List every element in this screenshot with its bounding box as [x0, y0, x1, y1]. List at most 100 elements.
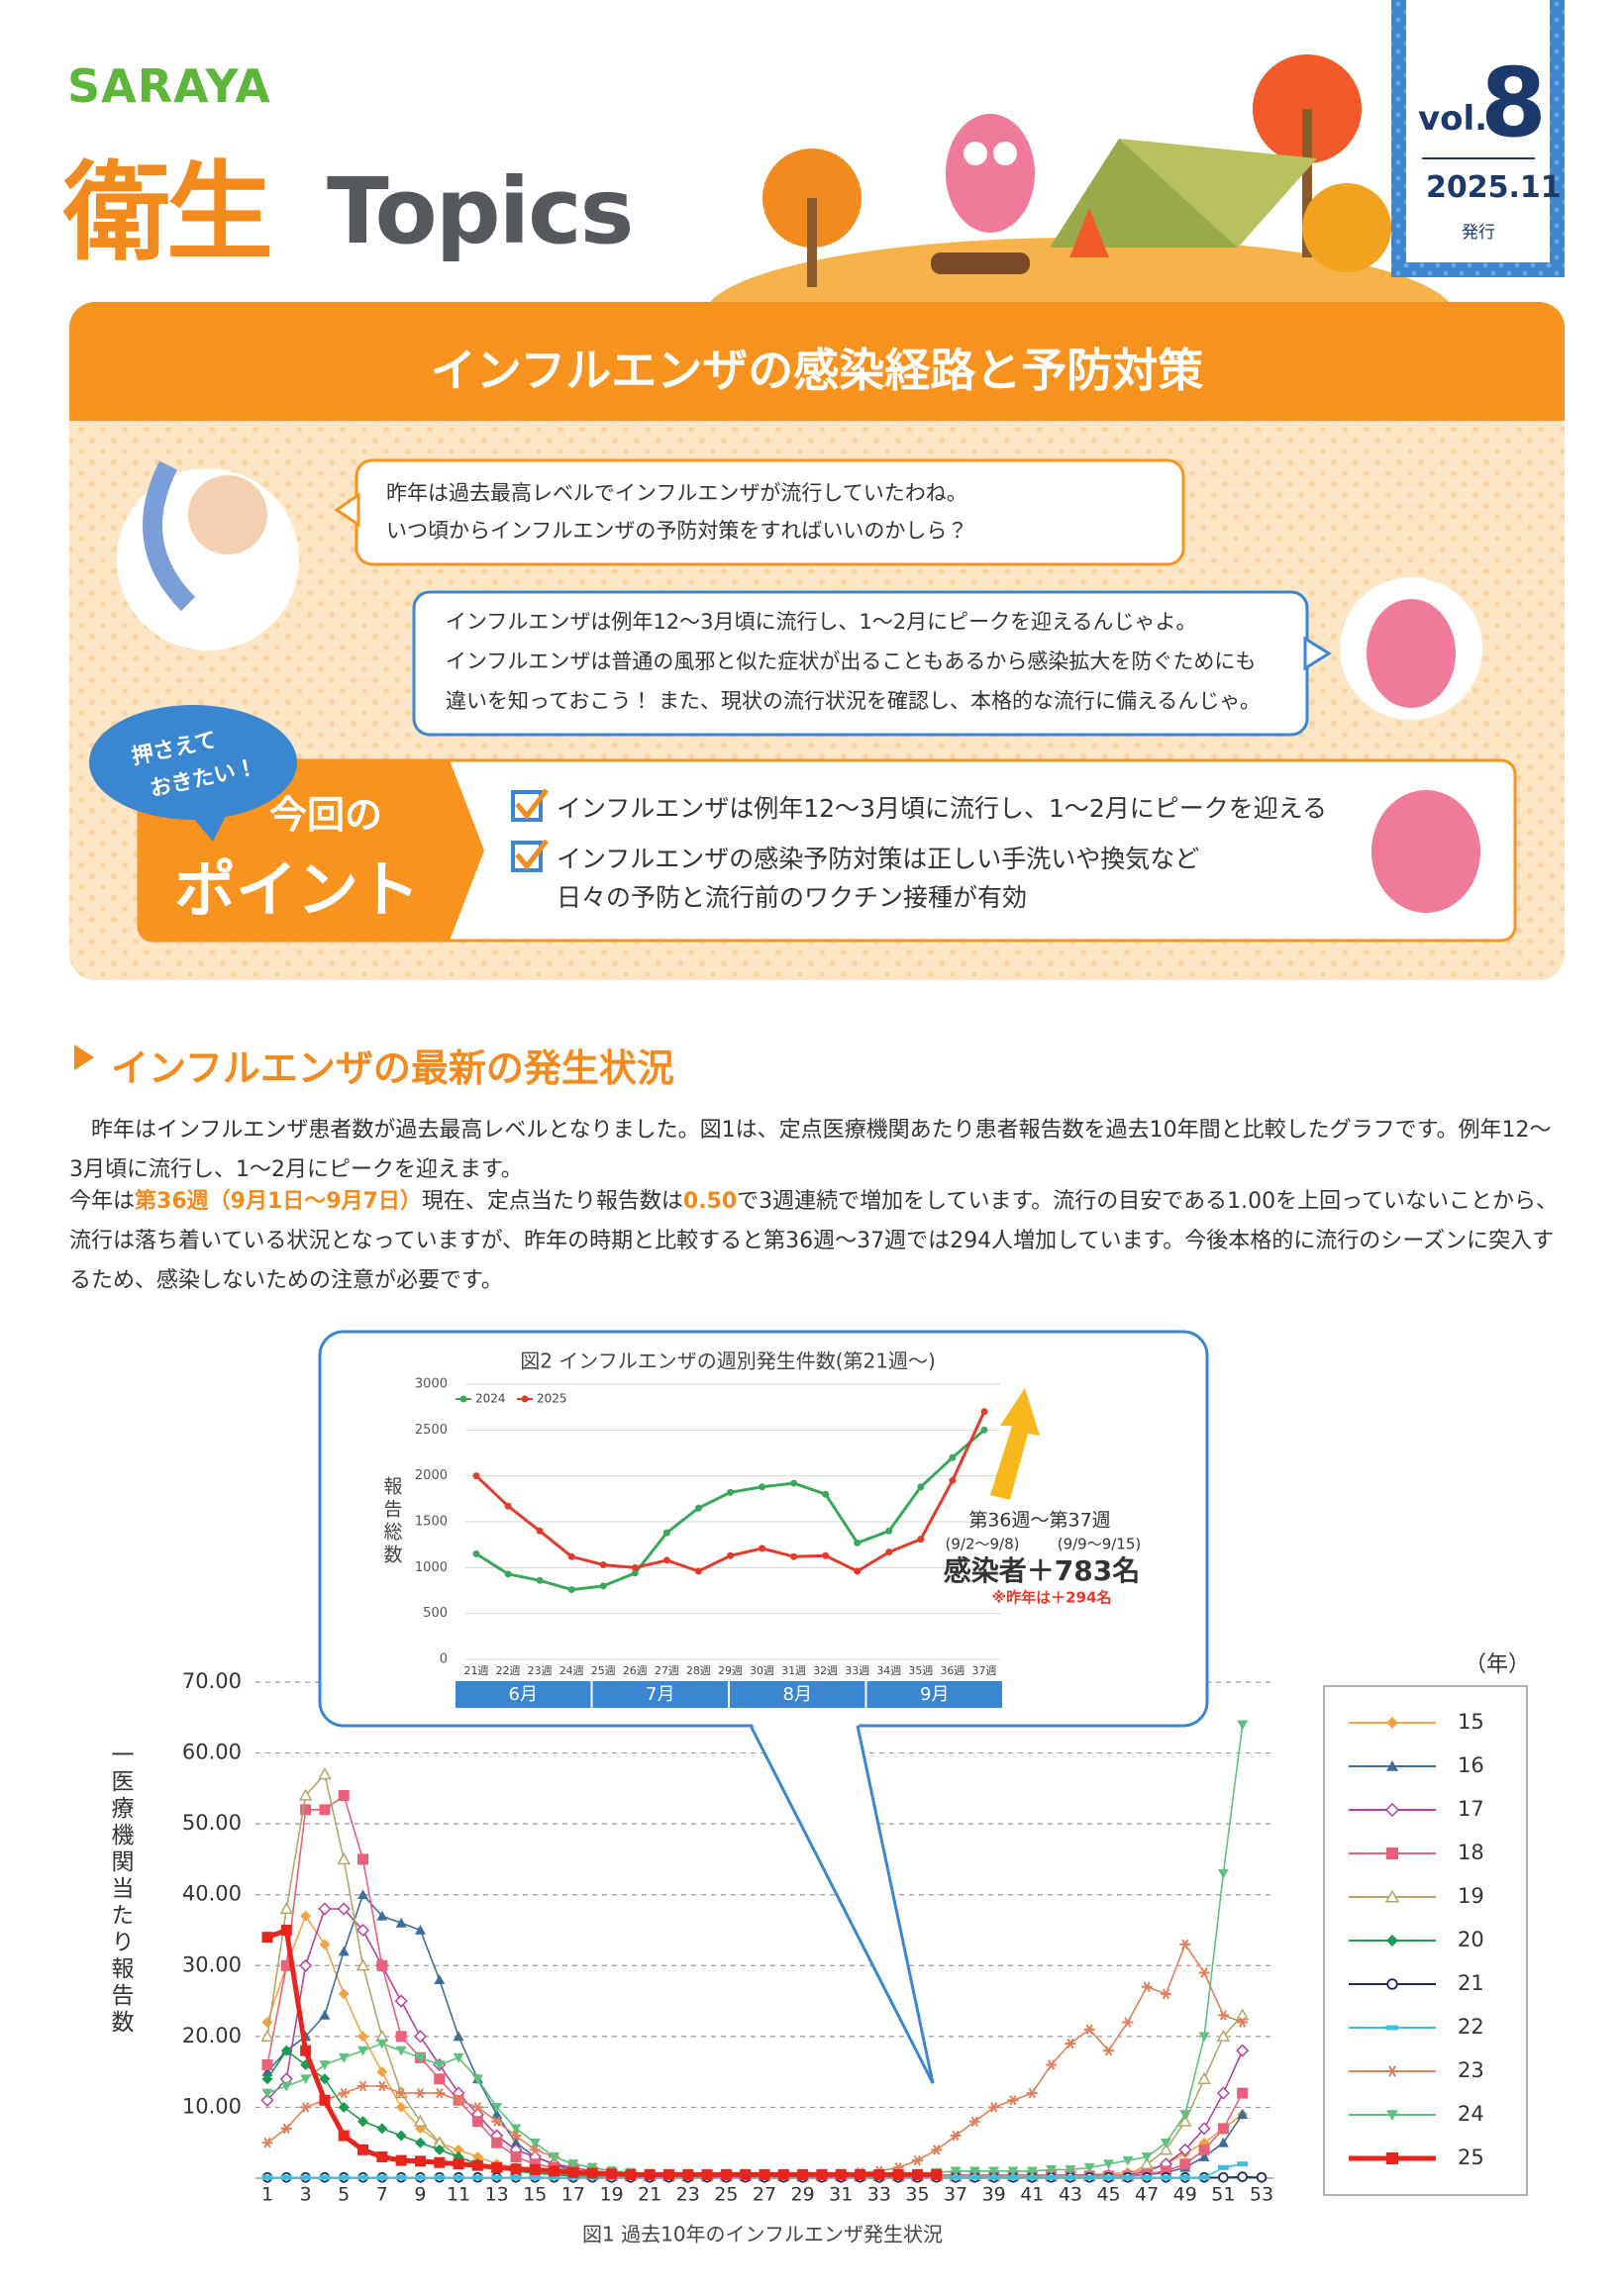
marker	[261, 2073, 273, 2085]
marker	[1026, 2166, 1038, 2177]
month-band	[730, 1681, 865, 1708]
title-latin: Topics	[327, 158, 634, 264]
marker	[1007, 2094, 1019, 2106]
month-band	[866, 1681, 1002, 1708]
marker	[694, 1504, 702, 1512]
marker	[357, 2174, 369, 2180]
y-axis-label: 報告総数	[381, 1476, 403, 1567]
marker	[1217, 2010, 1229, 2021]
marker	[701, 2168, 713, 2180]
marker	[504, 1502, 512, 1510]
legend-label: 22	[1458, 2015, 1484, 2039]
marker	[357, 1889, 369, 1900]
marker	[1384, 1889, 1400, 1903]
marker	[1178, 2143, 1192, 2156]
marker	[279, 1901, 294, 1915]
x-tick-label: 17	[561, 2184, 585, 2206]
marker	[1160, 2174, 1171, 2180]
marker	[338, 2101, 350, 2113]
y-tick-label: 500	[423, 1606, 448, 1621]
marker	[662, 2168, 674, 2180]
marker	[300, 1804, 312, 1816]
marker	[529, 2163, 541, 2175]
marker	[300, 2074, 312, 2085]
text: 0.50	[682, 1189, 738, 1214]
marker	[1216, 2029, 1231, 2043]
marker	[1160, 2165, 1171, 2177]
marker	[980, 1408, 988, 1416]
marker	[319, 2009, 331, 2020]
x-tick-label: 45	[1096, 2184, 1120, 2206]
marker	[529, 2174, 541, 2180]
marker	[950, 2130, 962, 2142]
series-line	[266, 1893, 1244, 2177]
trend-arrow	[990, 1388, 1040, 1500]
marker	[662, 1556, 670, 1564]
marker	[453, 2158, 464, 2170]
marker	[357, 2031, 369, 2043]
marker	[816, 2168, 828, 2180]
x-tick-label: 36週	[940, 1664, 964, 1677]
y-tick-label: 20.00	[182, 2024, 242, 2047]
marker	[510, 2124, 522, 2135]
marker	[1237, 2171, 1248, 2182]
marker	[1384, 1802, 1400, 1818]
marker	[631, 1569, 639, 1577]
marker	[453, 2052, 464, 2063]
marker	[1103, 2159, 1115, 2170]
point-item: インフルエンザの感染予防対策は正しい手洗いや換気など	[557, 845, 1200, 873]
dialog-line: インフルエンザは例年12～3月頃に流行し、1～2月にピークを迎えるんじゃよ。	[446, 610, 1197, 634]
x-tick-label: 37週	[972, 1664, 997, 1677]
x-tick-label: 43	[1059, 2184, 1082, 2206]
marker	[1179, 2110, 1191, 2121]
marker	[549, 2165, 560, 2177]
legend-title: （年）	[1465, 1652, 1530, 1677]
marker	[988, 2174, 1000, 2180]
marker	[1103, 2045, 1115, 2056]
marker	[414, 2087, 426, 2099]
marker	[1141, 2152, 1153, 2163]
marker	[911, 2154, 923, 2166]
legend-label: 25	[1458, 2146, 1484, 2169]
marker	[1237, 2109, 1249, 2119]
marker	[319, 1939, 331, 1950]
marker	[1065, 2174, 1076, 2180]
marker	[1386, 2110, 1398, 2121]
marker	[338, 2174, 350, 2180]
marker	[1198, 2144, 1210, 2155]
marker	[319, 2094, 331, 2106]
marker	[510, 2130, 522, 2142]
marker	[1236, 2044, 1250, 2057]
marker	[759, 2168, 770, 2180]
marker	[357, 2080, 369, 2092]
marker	[822, 1551, 830, 1559]
x-tick-label: 31	[829, 2184, 853, 2206]
marker	[631, 1563, 639, 1571]
marker	[299, 1958, 313, 1972]
marker	[1218, 2171, 1229, 2183]
x-tick-label: 27週	[655, 1664, 679, 1677]
marker	[355, 1958, 370, 1971]
x-tick-label: 35	[905, 2184, 929, 2206]
marker	[395, 2101, 407, 2113]
marker	[1217, 2123, 1229, 2135]
marker	[1217, 2137, 1229, 2147]
marker	[1386, 1760, 1398, 1771]
marker	[536, 1527, 544, 1535]
marker	[1386, 1978, 1398, 1990]
marker	[1179, 2174, 1191, 2180]
x-tick-label: 49	[1173, 2184, 1197, 2206]
marker	[357, 2144, 369, 2155]
text: で3週連続で増加をしています。流行の目安である1.00を上回っていないことから、…	[69, 1189, 1558, 1293]
annotation: ※昨年は＋294名	[992, 1589, 1112, 1607]
marker	[510, 2163, 522, 2175]
month-label: 7月	[646, 1684, 674, 1705]
marker	[950, 2166, 962, 2177]
marker	[357, 2116, 369, 2128]
marker	[471, 2151, 483, 2163]
text: 第36週（9月1日～9月7日）	[135, 1189, 422, 1214]
marker	[261, 1932, 273, 1944]
marker	[1256, 2171, 1268, 2183]
